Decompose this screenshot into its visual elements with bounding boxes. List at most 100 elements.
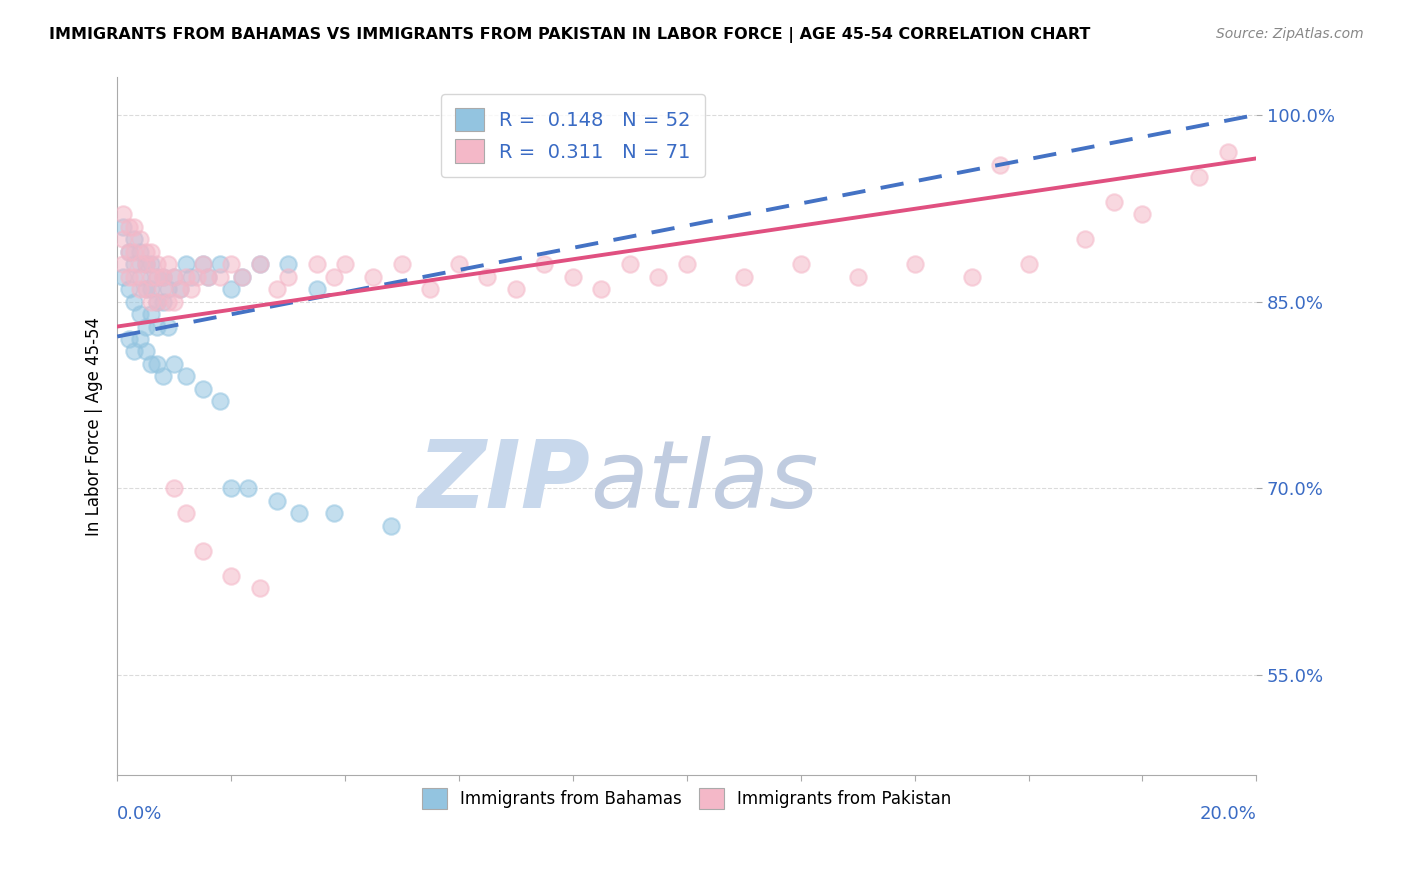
Point bbox=[533, 257, 555, 271]
Point bbox=[146, 269, 169, 284]
Text: ZIP: ZIP bbox=[418, 436, 591, 528]
Point bbox=[141, 257, 163, 271]
Point bbox=[163, 357, 186, 371]
Point bbox=[322, 507, 344, 521]
Point bbox=[129, 232, 152, 246]
Point bbox=[591, 282, 613, 296]
Point bbox=[1132, 207, 1154, 221]
Legend: Immigrants from Bahamas, Immigrants from Pakistan: Immigrants from Bahamas, Immigrants from… bbox=[415, 781, 957, 815]
Point bbox=[124, 219, 146, 234]
Point bbox=[141, 294, 163, 309]
Point bbox=[208, 257, 231, 271]
Point bbox=[111, 207, 134, 221]
Point bbox=[619, 257, 641, 271]
Point bbox=[163, 482, 186, 496]
Point bbox=[129, 307, 152, 321]
Point bbox=[146, 319, 169, 334]
Point bbox=[135, 244, 157, 259]
Point bbox=[249, 581, 271, 595]
Point bbox=[197, 269, 219, 284]
Point bbox=[124, 269, 146, 284]
Point bbox=[305, 257, 328, 271]
Point bbox=[117, 244, 139, 259]
Point bbox=[333, 257, 356, 271]
Point bbox=[146, 257, 169, 271]
Point bbox=[647, 269, 669, 284]
Point bbox=[219, 482, 242, 496]
Point bbox=[174, 269, 197, 284]
Point bbox=[141, 244, 163, 259]
Point bbox=[124, 257, 146, 271]
Point bbox=[163, 294, 186, 309]
Point bbox=[152, 294, 174, 309]
Point bbox=[129, 332, 152, 346]
Point bbox=[1074, 232, 1097, 246]
Point bbox=[117, 219, 139, 234]
Point bbox=[117, 332, 139, 346]
Point bbox=[180, 282, 202, 296]
Point bbox=[447, 257, 470, 271]
Point bbox=[277, 257, 299, 271]
Point bbox=[186, 269, 208, 284]
Point bbox=[197, 269, 219, 284]
Point bbox=[266, 282, 288, 296]
Point bbox=[219, 257, 242, 271]
Point bbox=[146, 294, 169, 309]
Point bbox=[152, 282, 174, 296]
Point bbox=[391, 257, 413, 271]
Point bbox=[789, 257, 811, 271]
Point bbox=[1216, 145, 1239, 160]
Point bbox=[174, 507, 197, 521]
Point bbox=[141, 282, 163, 296]
Point bbox=[146, 294, 169, 309]
Point bbox=[157, 294, 180, 309]
Point bbox=[141, 307, 163, 321]
Point bbox=[157, 282, 180, 296]
Point bbox=[174, 369, 197, 384]
Point bbox=[117, 244, 139, 259]
Point bbox=[903, 257, 925, 271]
Point bbox=[277, 269, 299, 284]
Point bbox=[191, 382, 214, 396]
Point bbox=[988, 158, 1011, 172]
Point bbox=[111, 232, 134, 246]
Point bbox=[477, 269, 499, 284]
Point bbox=[249, 257, 271, 271]
Point bbox=[124, 244, 146, 259]
Point bbox=[157, 319, 180, 334]
Point bbox=[1018, 257, 1040, 271]
Point bbox=[191, 257, 214, 271]
Point bbox=[561, 269, 583, 284]
Point bbox=[135, 319, 157, 334]
Point bbox=[363, 269, 385, 284]
Point bbox=[505, 282, 527, 296]
Point bbox=[174, 257, 197, 271]
Point bbox=[208, 394, 231, 409]
Point bbox=[163, 269, 186, 284]
Point bbox=[1102, 194, 1125, 209]
Point bbox=[146, 269, 169, 284]
Point bbox=[124, 344, 146, 359]
Point bbox=[152, 269, 174, 284]
Y-axis label: In Labor Force | Age 45-54: In Labor Force | Age 45-54 bbox=[86, 317, 103, 536]
Point bbox=[157, 257, 180, 271]
Point bbox=[163, 269, 186, 284]
Point bbox=[129, 257, 152, 271]
Point bbox=[846, 269, 869, 284]
Point bbox=[152, 269, 174, 284]
Point bbox=[238, 482, 260, 496]
Point bbox=[124, 294, 146, 309]
Point bbox=[141, 269, 163, 284]
Point bbox=[135, 282, 157, 296]
Point bbox=[129, 244, 152, 259]
Point bbox=[231, 269, 253, 284]
Point bbox=[180, 269, 202, 284]
Point bbox=[124, 232, 146, 246]
Point bbox=[1188, 170, 1211, 185]
Point bbox=[208, 269, 231, 284]
Point bbox=[111, 257, 134, 271]
Point bbox=[135, 344, 157, 359]
Point bbox=[322, 269, 344, 284]
Point bbox=[288, 507, 311, 521]
Point bbox=[135, 257, 157, 271]
